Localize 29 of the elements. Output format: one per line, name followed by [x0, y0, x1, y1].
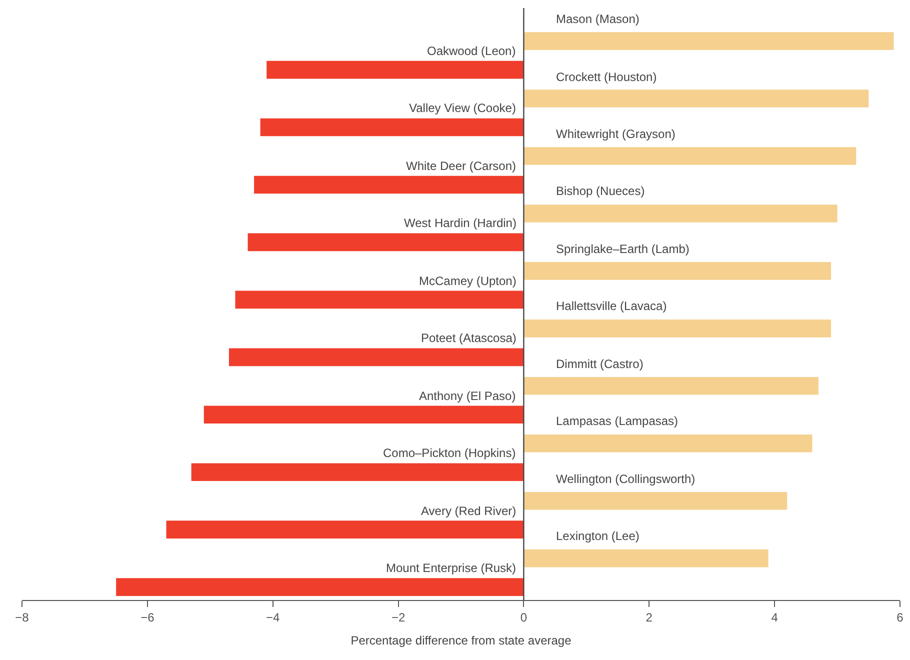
x-tick-label: 2 — [646, 610, 653, 624]
y-tick-label: Poteet (Atascosa) — [421, 331, 516, 345]
x-tick-label: −4 — [266, 610, 280, 624]
y-tick-label: Lexington (Lee) — [556, 529, 640, 543]
y-tick-label: West Hardin (Hardin) — [404, 216, 516, 230]
y-tick-label: Wellington (Collingsworth) — [556, 472, 696, 486]
x-tick-label: 0 — [520, 610, 528, 624]
y-tick-label: White Deer (Carson) — [406, 159, 516, 173]
y-tick-label: Como–Pickton (Hopkins) — [383, 446, 516, 460]
x-tick-label: −2 — [391, 610, 406, 624]
y-tick-label: Mason (Mason) — [556, 12, 640, 26]
y-tick-label: Avery (Red River) — [421, 504, 516, 518]
x-tick-label: 4 — [771, 610, 778, 624]
y-tick-label: Mount Enterprise (Rusk) — [386, 561, 516, 575]
y-tick-label: Lampasas (Lampasas) — [556, 414, 678, 428]
y-tick-label: Hallettsville (Lavaca) — [556, 299, 667, 313]
y-tick-label: Oakwood (Leon) — [427, 44, 516, 58]
y-tick-label: Springlake–Earth (Lamb) — [556, 242, 690, 256]
y-tick-label: Bishop (Nueces) — [556, 184, 645, 198]
x-tick-label: −6 — [140, 610, 155, 624]
y-tick-label: Anthony (El Paso) — [419, 389, 516, 403]
y-tick-label: McCamey (Upton) — [419, 274, 516, 288]
y-tick-label: Valley View (Cooke) — [409, 101, 516, 115]
y-tick-label: Crockett (Houston) — [556, 70, 657, 84]
y-tick-label: Whitewright (Grayson) — [556, 127, 676, 141]
x-tick-label: 6 — [896, 610, 904, 624]
y-tick-label: Dimmitt (Castro) — [556, 357, 644, 371]
x-tick-label: −8 — [15, 610, 30, 624]
x-axis-title: Percentage difference from state average — [350, 633, 572, 648]
